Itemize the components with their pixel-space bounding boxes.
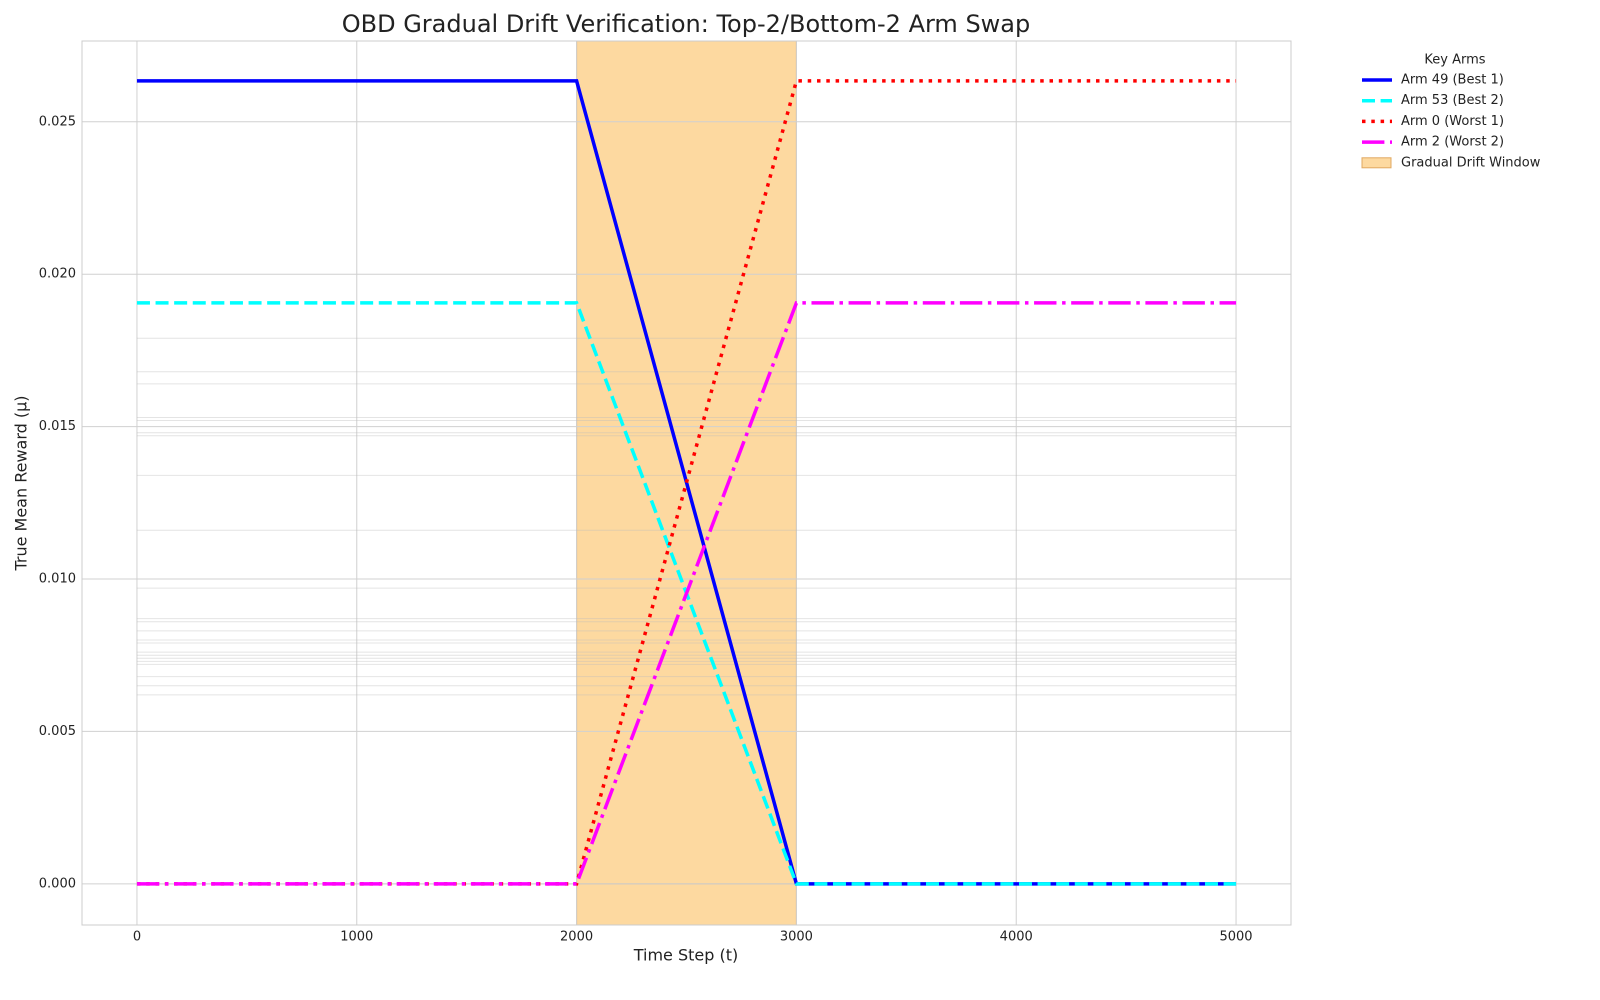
x-tick-label: 5000 — [1219, 930, 1252, 945]
x-tick-label: 1000 — [340, 930, 373, 945]
legend-label: Arm 49 (Best 1) — [1401, 73, 1504, 88]
y-tick-label: 0.025 — [39, 114, 76, 129]
legend-label: Arm 53 (Best 2) — [1401, 93, 1504, 108]
x-axis-label: Time Step (t) — [633, 946, 739, 965]
x-tick-label: 4000 — [1000, 930, 1033, 945]
y-tick-label: 0.020 — [39, 267, 76, 282]
legend-label: Arm 2 (Worst 2) — [1401, 135, 1504, 150]
y-tick-label: 0.010 — [39, 572, 76, 587]
y-tick-label: 0.015 — [39, 419, 76, 434]
y-tick-label: 0.005 — [39, 724, 76, 739]
legend-swatch — [1361, 157, 1392, 169]
legend-title: Key Arms — [1424, 53, 1485, 68]
series-line — [136, 79, 1237, 886]
x-tick-label: 2000 — [560, 930, 593, 945]
chart-title: OBD Gradual Drift Verification: Top-2/Bo… — [342, 10, 1031, 38]
y-axis-label: True Mean Reward (μ) — [12, 395, 31, 571]
legend-label: Arm 0 (Worst 1) — [1401, 114, 1504, 129]
plot-frame — [81, 40, 1292, 926]
y-tick-label: 0.000 — [39, 876, 76, 891]
x-tick-label: 3000 — [780, 930, 813, 945]
x-tick-label: 0 — [133, 930, 141, 945]
series-line — [136, 301, 1237, 886]
legend-label: Gradual Drift Window — [1401, 155, 1541, 170]
